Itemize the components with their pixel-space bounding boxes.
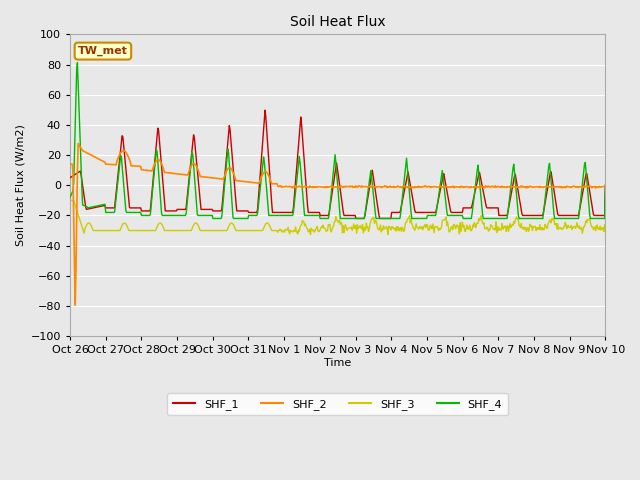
- Title: Soil Heat Flux: Soil Heat Flux: [290, 15, 385, 29]
- X-axis label: Time: Time: [324, 358, 351, 368]
- Legend: SHF_1, SHF_2, SHF_3, SHF_4: SHF_1, SHF_2, SHF_3, SHF_4: [168, 393, 508, 415]
- Y-axis label: Soil Heat Flux (W/m2): Soil Heat Flux (W/m2): [15, 124, 25, 246]
- Text: TW_met: TW_met: [78, 46, 128, 56]
